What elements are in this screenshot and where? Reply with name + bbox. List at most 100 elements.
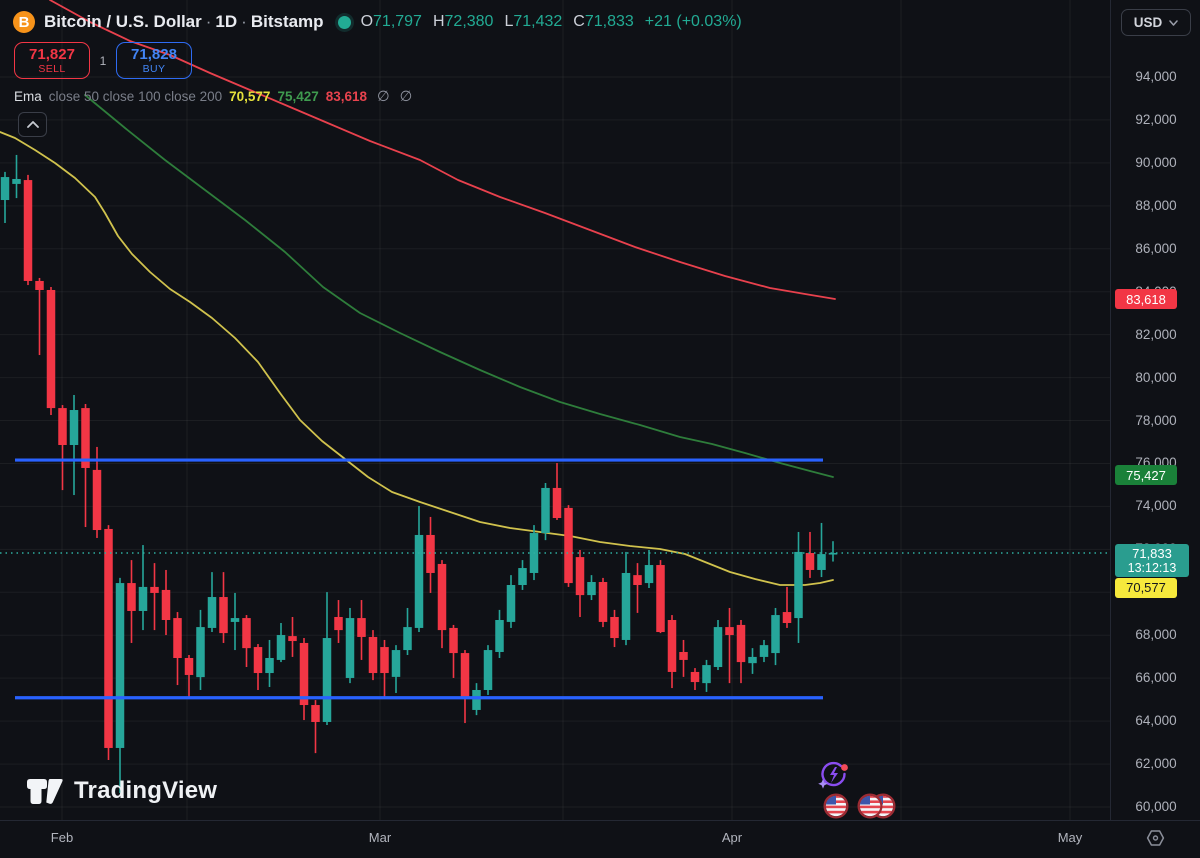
candle-body[interactable] <box>483 650 493 690</box>
indicator-legend[interactable]: Ema close 50 close 100 close 200 70,577 … <box>14 89 412 105</box>
candle-body[interactable] <box>219 597 228 634</box>
market-status-icon[interactable] <box>337 15 351 29</box>
candle-body[interactable] <box>196 627 205 678</box>
candle-body[interactable] <box>127 583 136 611</box>
candle-body[interactable] <box>299 642 309 706</box>
candle-body[interactable] <box>782 612 792 624</box>
candle-body[interactable] <box>587 581 596 596</box>
candle-body[interactable] <box>552 487 562 519</box>
candlestick-series[interactable] <box>0 154 838 794</box>
bar-countdown: 13:12:13 <box>1127 560 1177 575</box>
candle-body[interactable] <box>656 565 665 633</box>
candle-body[interactable] <box>495 619 504 652</box>
candle-body[interactable] <box>426 534 435 573</box>
candle-body[interactable] <box>69 410 79 446</box>
candle-body[interactable] <box>115 583 125 748</box>
ema50-line[interactable] <box>0 131 834 586</box>
candle-body[interactable] <box>0 177 10 201</box>
sell-button[interactable]: 71,827 SELL <box>14 42 90 79</box>
candle-body[interactable] <box>104 528 113 748</box>
candle-body[interactable] <box>564 507 573 584</box>
candle-body[interactable] <box>380 647 389 674</box>
ema100-line[interactable] <box>84 94 834 478</box>
buy-button[interactable]: 71,828 BUY <box>116 42 192 79</box>
interval-label[interactable]: 1D <box>215 12 238 31</box>
candle-body[interactable] <box>759 645 769 657</box>
candle-body[interactable] <box>276 635 286 660</box>
candle-body[interactable] <box>184 658 194 675</box>
candle-body[interactable] <box>828 552 838 555</box>
price-scale[interactable]: USD 94,00092,00090,00088,00086,00084,000… <box>1110 0 1200 820</box>
candle-body[interactable] <box>736 624 746 663</box>
candle-body[interactable] <box>150 586 159 593</box>
candle-body[interactable] <box>725 627 734 636</box>
candle-body[interactable] <box>161 589 171 620</box>
candle-body[interactable] <box>472 689 481 710</box>
sell-label: SELL <box>38 63 66 76</box>
chart-pane[interactable] <box>0 0 1110 820</box>
candle-body[interactable] <box>92 469 102 531</box>
candle-body[interactable] <box>288 636 297 642</box>
candle-body[interactable] <box>35 280 44 290</box>
candle-body[interactable] <box>311 705 320 722</box>
candle-body[interactable] <box>242 618 251 649</box>
currency-toggle-button[interactable]: USD <box>1121 9 1191 36</box>
candle-body[interactable] <box>518 568 527 585</box>
candle-body[interactable] <box>391 650 401 677</box>
candle-body[interactable] <box>368 636 378 674</box>
candle-body[interactable] <box>414 534 424 628</box>
candle-body[interactable] <box>58 408 67 446</box>
high-value: H72,380 <box>432 13 494 30</box>
candle-body[interactable] <box>506 584 516 622</box>
ema100-value: 75,427 <box>277 89 319 104</box>
candle-body[interactable] <box>173 618 182 659</box>
candle-body[interactable] <box>633 575 642 585</box>
candle-body[interactable] <box>679 651 688 660</box>
candle-body[interactable] <box>46 289 56 409</box>
candle-body[interactable] <box>403 627 412 651</box>
candle-body[interactable] <box>817 554 826 570</box>
candle-body[interactable] <box>460 653 470 698</box>
candle-body[interactable] <box>437 563 447 631</box>
candle-body[interactable] <box>690 671 700 683</box>
candle-body[interactable] <box>207 597 217 628</box>
ema200-line[interactable] <box>49 0 836 300</box>
candle-body[interactable] <box>805 553 815 570</box>
candle-body[interactable] <box>575 557 585 596</box>
candle-body[interactable] <box>12 178 21 184</box>
ema-lines[interactable] <box>0 0 836 586</box>
candle-body[interactable] <box>598 581 608 622</box>
candle-body[interactable] <box>794 551 803 619</box>
time-scale[interactable]: Feb Mar Apr May <box>0 820 1200 858</box>
candle-body[interactable] <box>621 572 631 640</box>
candle-body[interactable] <box>713 627 723 668</box>
candle-body[interactable] <box>230 618 240 622</box>
symbol-title[interactable]: Bitcoin / U.S. Dollar · 1D · Bitstamp <box>44 12 324 32</box>
candle-body[interactable] <box>541 487 550 534</box>
candle-body[interactable] <box>253 647 263 674</box>
candle-body[interactable] <box>357 618 366 637</box>
candle-body[interactable] <box>610 616 619 639</box>
candle-body[interactable] <box>702 665 711 684</box>
candle-body[interactable] <box>748 656 757 664</box>
candle-body[interactable] <box>81 408 90 468</box>
candle-body[interactable] <box>644 565 654 584</box>
candle-body[interactable] <box>265 658 274 674</box>
collapse-legend-button[interactable] <box>18 112 47 137</box>
currency-label: USD <box>1133 15 1163 30</box>
tradingview-watermark[interactable]: TradingView <box>26 777 217 805</box>
candle-body[interactable] <box>449 627 458 654</box>
candle-body[interactable] <box>771 615 780 654</box>
candle-body[interactable] <box>322 638 332 722</box>
chevron-down-icon <box>1169 19 1178 26</box>
candle-body[interactable] <box>345 618 355 678</box>
ai-technicals-icon[interactable] <box>816 760 850 797</box>
candle-body[interactable] <box>334 616 343 631</box>
candle-body[interactable] <box>667 619 677 672</box>
price-tick-label: 62,000 <box>1135 756 1177 772</box>
horizontal-ray-drawings[interactable] <box>15 458 823 700</box>
candle-body[interactable] <box>23 180 33 281</box>
price-scale-settings-button[interactable] <box>1146 829 1165 850</box>
candle-body[interactable] <box>138 586 148 611</box>
